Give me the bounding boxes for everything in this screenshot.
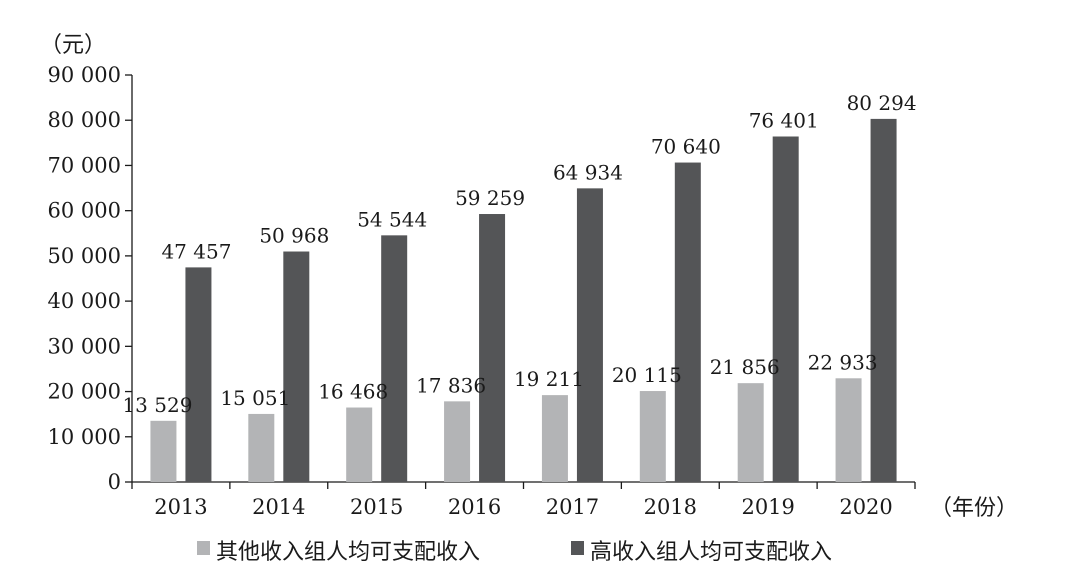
x-axis-unit: （年份） xyxy=(930,496,1018,521)
data-label: 21 856 xyxy=(710,355,780,379)
data-label: 22 933 xyxy=(808,350,878,374)
data-label: 16 468 xyxy=(318,380,388,404)
y-tick-label: 50 000 xyxy=(48,244,121,268)
y-tick-label: 10 000 xyxy=(48,425,121,449)
bar-high-income xyxy=(283,251,310,482)
data-label: 19 211 xyxy=(514,367,584,391)
y-tick-label: 30 000 xyxy=(48,334,121,358)
x-tick-label: 2014 xyxy=(252,495,305,519)
y-tick-label: 40 000 xyxy=(48,289,121,313)
data-label: 20 115 xyxy=(612,363,682,387)
legend-label-other-income: 其他收入组人均可支配收入 xyxy=(216,540,480,565)
bar-other-income xyxy=(248,413,275,482)
bar-high-income xyxy=(772,136,799,483)
bar-other-income xyxy=(639,391,666,482)
data-labels: 13 529 47 457 15 051 50 968 16 468 54 544 17 8… xyxy=(122,91,916,417)
data-label: 64 934 xyxy=(553,160,623,184)
x-tick-label: 2013 xyxy=(154,495,207,519)
y-tick-label: 60 000 xyxy=(48,199,121,223)
y-tick-label: 20 000 xyxy=(48,380,121,404)
data-label: 76 401 xyxy=(749,108,819,132)
x-tick-label: 2017 xyxy=(546,495,599,519)
legend: 其他收入组人均可支配收入 高收入组人均可支配收入 xyxy=(197,540,832,565)
legend-swatch-high-income xyxy=(571,541,584,555)
data-label: 80 294 xyxy=(847,91,917,115)
x-tick-label: 2020 xyxy=(839,495,892,519)
y-axis: 0 10 000 20 000 30 000 40 000 50 000 60 000 70 … xyxy=(48,63,133,494)
data-label: 59 259 xyxy=(455,186,525,210)
x-axis: 2013 2014 2015 2016 2017 2018 2019 2020 xyxy=(131,481,916,519)
bar-high-income xyxy=(576,188,603,483)
bar-other-income xyxy=(541,395,568,482)
y-tick-label: 0 xyxy=(108,470,121,494)
legend-swatch-other-income xyxy=(197,541,210,555)
bar-high-income xyxy=(381,235,408,482)
data-label: 54 544 xyxy=(357,207,427,231)
data-label: 50 968 xyxy=(259,224,329,248)
y-tick-label: 70 000 xyxy=(48,153,121,177)
bar-other-income xyxy=(737,383,764,482)
data-label: 47 457 xyxy=(161,239,231,263)
data-label: 70 640 xyxy=(651,135,721,159)
y-tick-label: 80 000 xyxy=(48,108,121,132)
x-tick-label: 2019 xyxy=(741,495,794,519)
legend-label-high-income: 高收入组人均可支配收入 xyxy=(590,540,832,565)
bar-high-income xyxy=(479,214,506,482)
x-tick-label: 2016 xyxy=(448,495,501,519)
bar-high-income xyxy=(870,118,897,482)
bars xyxy=(150,118,897,483)
x-tick-label: 2018 xyxy=(644,495,697,519)
bar-high-income xyxy=(674,162,701,482)
data-label: 15 051 xyxy=(220,386,290,410)
bar-other-income xyxy=(835,378,862,482)
y-axis-unit: （元） xyxy=(40,33,106,58)
bar-high-income xyxy=(185,267,212,482)
y-tick-label: 90 000 xyxy=(48,63,121,87)
data-label: 13 529 xyxy=(122,393,192,417)
bar-other-income xyxy=(444,401,471,482)
data-label: 17 836 xyxy=(416,373,486,397)
x-tick-label: 2015 xyxy=(350,495,403,519)
bar-other-income xyxy=(346,407,373,482)
bar-other-income xyxy=(150,420,177,482)
